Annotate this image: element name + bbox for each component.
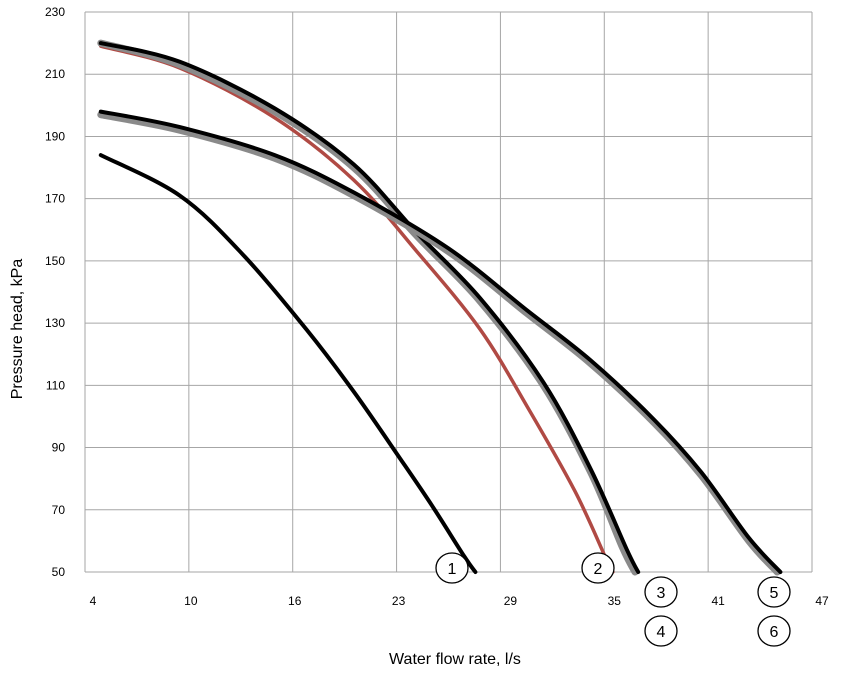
curve-marker-6: 6 xyxy=(757,615,791,647)
x-tick-label: 4 xyxy=(90,594,97,608)
grid xyxy=(84,11,813,573)
series-line-2 xyxy=(99,44,615,574)
x-axis-title: Water flow rate, l/s xyxy=(389,651,521,668)
series-line-6 xyxy=(98,109,783,574)
y-tick-label: 90 xyxy=(52,441,66,455)
series-line-3 xyxy=(97,39,639,576)
svg-text:4: 4 xyxy=(657,624,666,641)
x-tick-label: 29 xyxy=(504,594,518,608)
svg-text:2: 2 xyxy=(594,561,603,578)
svg-text:1: 1 xyxy=(448,561,457,578)
series-line-1 xyxy=(98,153,478,574)
y-tick-label: 230 xyxy=(45,5,65,19)
y-axis-ticks: 50 70 90 110 130 150 170 190 210 230 xyxy=(45,5,65,579)
y-tick-label: 50 xyxy=(52,565,66,579)
curve-marker-3: 3 xyxy=(644,576,678,608)
y-tick-label: 110 xyxy=(46,378,65,392)
series-line-4 xyxy=(98,41,641,574)
series-lines xyxy=(97,39,783,576)
svg-text:5: 5 xyxy=(770,585,779,602)
x-tick-label: 23 xyxy=(392,594,406,608)
x-tick-label: 47 xyxy=(815,594,829,608)
y-tick-label: 190 xyxy=(45,129,65,143)
curve-marker-1: 1 xyxy=(435,552,469,584)
svg-text:6: 6 xyxy=(770,624,779,641)
svg-text:3: 3 xyxy=(657,585,666,602)
y-tick-label: 150 xyxy=(45,254,65,268)
x-axis-ticks: 4 10 16 23 29 35 41 47 xyxy=(90,594,829,608)
curve-marker-5: 5 xyxy=(757,576,791,608)
curve-marker-2: 2 xyxy=(581,552,615,584)
x-tick-label: 10 xyxy=(184,594,198,608)
y-axis-title: Pressure head, kPa xyxy=(9,259,26,400)
y-tick-label: 210 xyxy=(45,67,65,81)
series-line-5 xyxy=(97,111,781,576)
y-tick-label: 130 xyxy=(45,316,65,330)
x-tick-label: 35 xyxy=(608,594,622,608)
curve-marker-4: 4 xyxy=(644,615,678,647)
x-tick-label: 16 xyxy=(288,594,302,608)
x-tick-label: 41 xyxy=(711,594,725,608)
y-tick-label: 70 xyxy=(52,503,66,517)
y-tick-label: 170 xyxy=(45,192,65,206)
curve-markers: 1 2 3 4 5 6 xyxy=(435,552,791,647)
